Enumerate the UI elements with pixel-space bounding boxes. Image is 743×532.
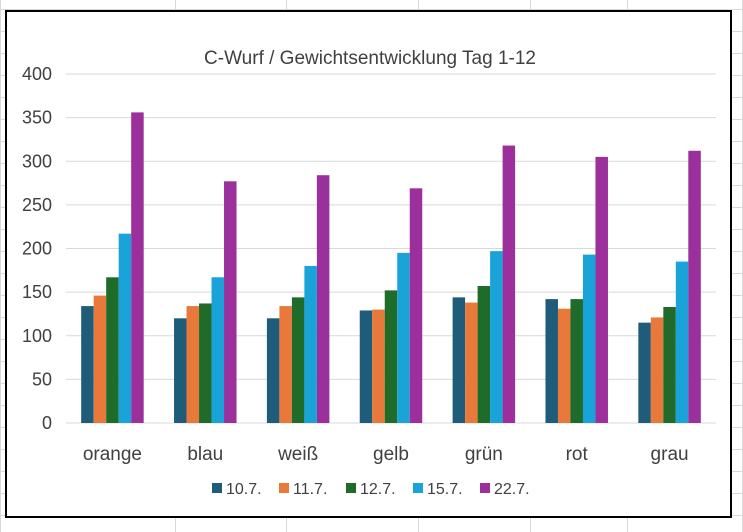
legend-swatch	[413, 483, 423, 493]
bar[interactable]	[409, 188, 423, 423]
y-tick-label: 300	[22, 151, 52, 171]
y-tick-label: 150	[22, 282, 52, 302]
legend-label: 22.7.	[494, 481, 530, 498]
y-tick-label: 350	[22, 108, 52, 128]
x-tick-label: blau	[187, 444, 223, 465]
bars	[81, 112, 701, 424]
bar[interactable]	[118, 233, 132, 423]
legend-label: 12.7.	[360, 481, 396, 498]
legend-swatch	[212, 483, 222, 493]
legend-label: 10.7.	[226, 481, 262, 498]
legend-swatch	[480, 483, 490, 493]
y-tick-label: 100	[22, 326, 52, 346]
bar[interactable]	[490, 251, 503, 423]
y-tick-label: 400	[22, 64, 52, 84]
chart-title: C-Wurf / Gewichtsentwicklung Tag 1-12	[204, 48, 536, 69]
bar[interactable]	[186, 306, 200, 423]
bar[interactable]	[174, 318, 187, 423]
legend: 10.7. 11.7. 12.7. 15.7. 22.7.	[212, 481, 530, 498]
axes: 0 50 100 150 200 250 300 350 400 orange blau weiß ge…	[22, 64, 689, 465]
bar[interactable]	[595, 156, 608, 423]
bar[interactable]	[93, 295, 107, 423]
x-tick-label: weiß	[277, 444, 318, 465]
bar[interactable]	[106, 277, 119, 423]
y-tick-label: 250	[22, 195, 52, 215]
legend-label: 11.7.	[293, 481, 327, 498]
bar[interactable]	[582, 254, 596, 423]
bar[interactable]	[224, 181, 237, 423]
chart-area[interactable]: 0 50 100 150 200 250 300 350 400 orange blau weiß ge…	[5, 10, 732, 518]
legend-swatch	[346, 483, 356, 493]
bar[interactable]	[477, 286, 491, 423]
bar[interactable]	[650, 317, 664, 423]
bar[interactable]	[638, 322, 651, 423]
y-tick-label: 200	[22, 239, 52, 259]
bar[interactable]	[397, 252, 410, 423]
bar[interactable]	[465, 302, 478, 423]
x-tick-label: gelb	[373, 444, 409, 465]
bar[interactable]	[199, 303, 212, 423]
bar[interactable]	[675, 261, 689, 423]
legend-label: 15.7.	[427, 481, 463, 498]
bar[interactable]	[688, 150, 701, 423]
x-tick-label: rot	[566, 444, 589, 465]
bar[interactable]	[279, 306, 292, 423]
bar[interactable]	[502, 145, 516, 424]
x-tick-label: grün	[465, 444, 503, 465]
bar[interactable]	[304, 265, 317, 423]
bar[interactable]	[316, 175, 330, 423]
bar[interactable]	[81, 306, 94, 423]
bar[interactable]	[372, 309, 385, 423]
bar[interactable]	[384, 290, 398, 423]
bar[interactable]	[266, 318, 280, 423]
bar[interactable]	[359, 310, 373, 423]
bar[interactable]	[452, 297, 466, 423]
bar[interactable]	[663, 306, 676, 423]
bar[interactable]	[131, 112, 144, 423]
bar[interactable]	[557, 308, 571, 423]
y-tick-label: 0	[42, 413, 52, 433]
legend-swatch	[279, 483, 289, 493]
bar[interactable]	[211, 277, 225, 423]
chart-canvas: 0 50 100 150 200 250 300 350 400 orange blau weiß ge…	[22, 48, 716, 498]
bar[interactable]	[570, 299, 583, 423]
bar[interactable]	[291, 297, 305, 423]
x-tick-label: orange	[83, 444, 142, 465]
y-tick-label: 50	[32, 369, 52, 389]
bar[interactable]	[545, 299, 558, 423]
x-tick-label: grau	[651, 444, 689, 465]
